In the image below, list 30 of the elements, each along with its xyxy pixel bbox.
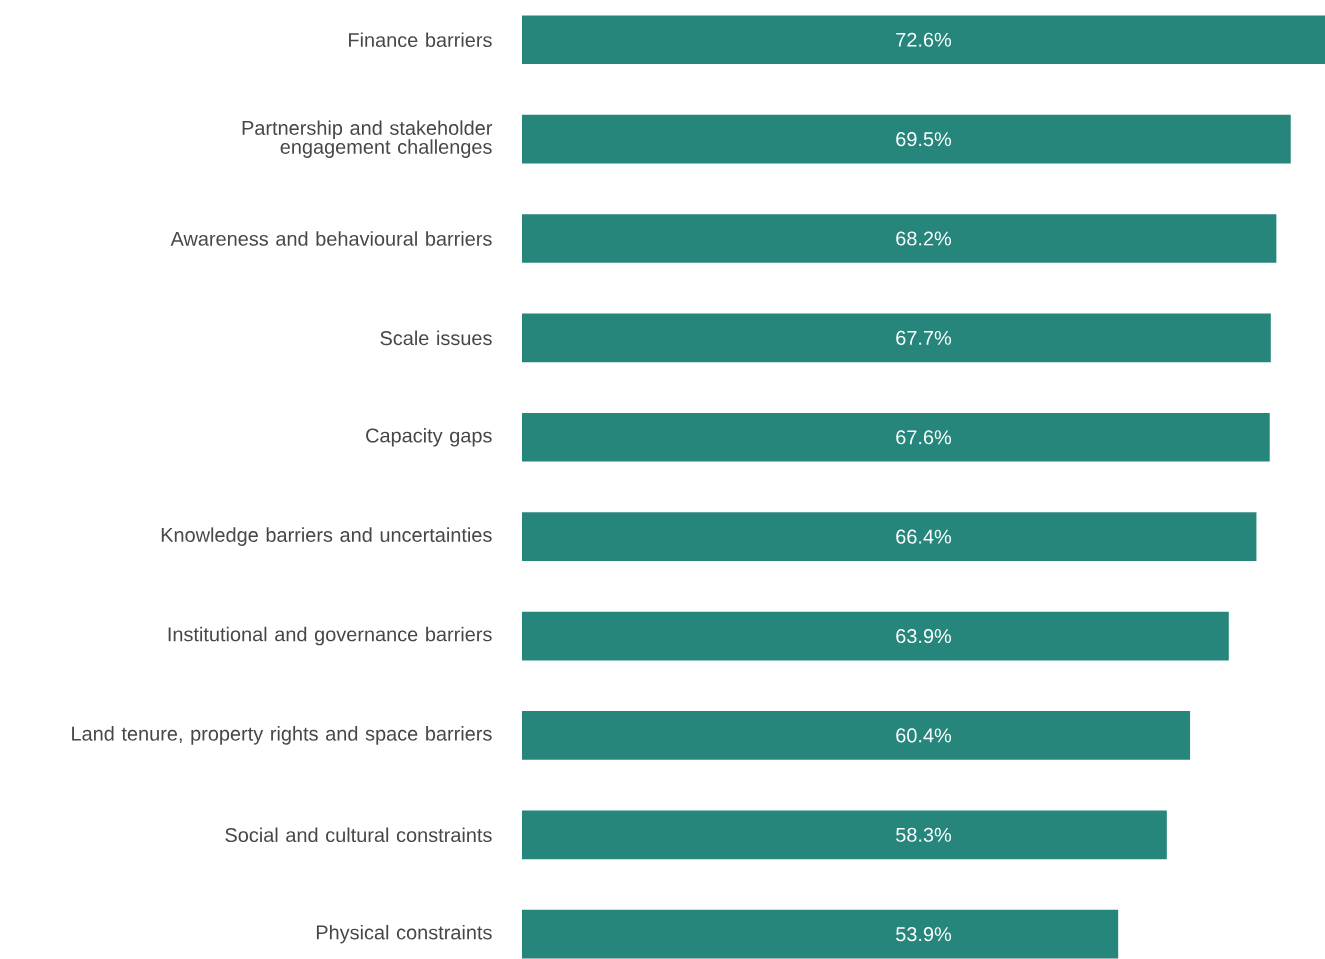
data-label: 66.4% <box>896 529 952 544</box>
bar <box>522 810 1167 860</box>
bar <box>522 15 1325 65</box>
bar <box>522 611 1229 661</box>
data-label: 69.5% <box>896 132 952 147</box>
data-label: 72.6% <box>896 32 952 47</box>
bar <box>522 412 1270 462</box>
data-label: 67.7% <box>896 330 952 345</box>
y-tick-label: Awareness and behavioural barriers <box>170 231 492 246</box>
data-label: 60.4% <box>896 728 952 743</box>
y-tick-label: Knowledge barriers and uncertainties <box>161 527 492 546</box>
y-tick-label: Finance barriers <box>349 32 492 48</box>
bar <box>522 313 1271 363</box>
y-tick-label: Capacity gaps <box>366 427 492 447</box>
y-tick-label: Partnership and stakeholder engagement challenges <box>242 120 493 158</box>
y-tick-label: Social and cultural constraints <box>225 827 492 843</box>
data-label: 53.9% <box>896 927 952 942</box>
data-label: 67.6% <box>896 430 952 445</box>
y-tick-label: Scale issues <box>380 330 492 346</box>
bar <box>522 711 1191 760</box>
data-label: 63.9% <box>896 628 952 644</box>
data-label: 68.2% <box>896 231 952 246</box>
data-label: 58.3% <box>896 827 952 842</box>
bar <box>522 909 1119 959</box>
bar <box>522 214 1277 263</box>
y-tick-label: Land tenure, property rights and space barriers <box>72 726 492 745</box>
bar <box>522 114 1291 164</box>
bar <box>522 512 1257 561</box>
y-tick-label: Institutional and governance barriers <box>168 626 492 646</box>
y-tick-label: Physical constraints <box>316 924 492 944</box>
